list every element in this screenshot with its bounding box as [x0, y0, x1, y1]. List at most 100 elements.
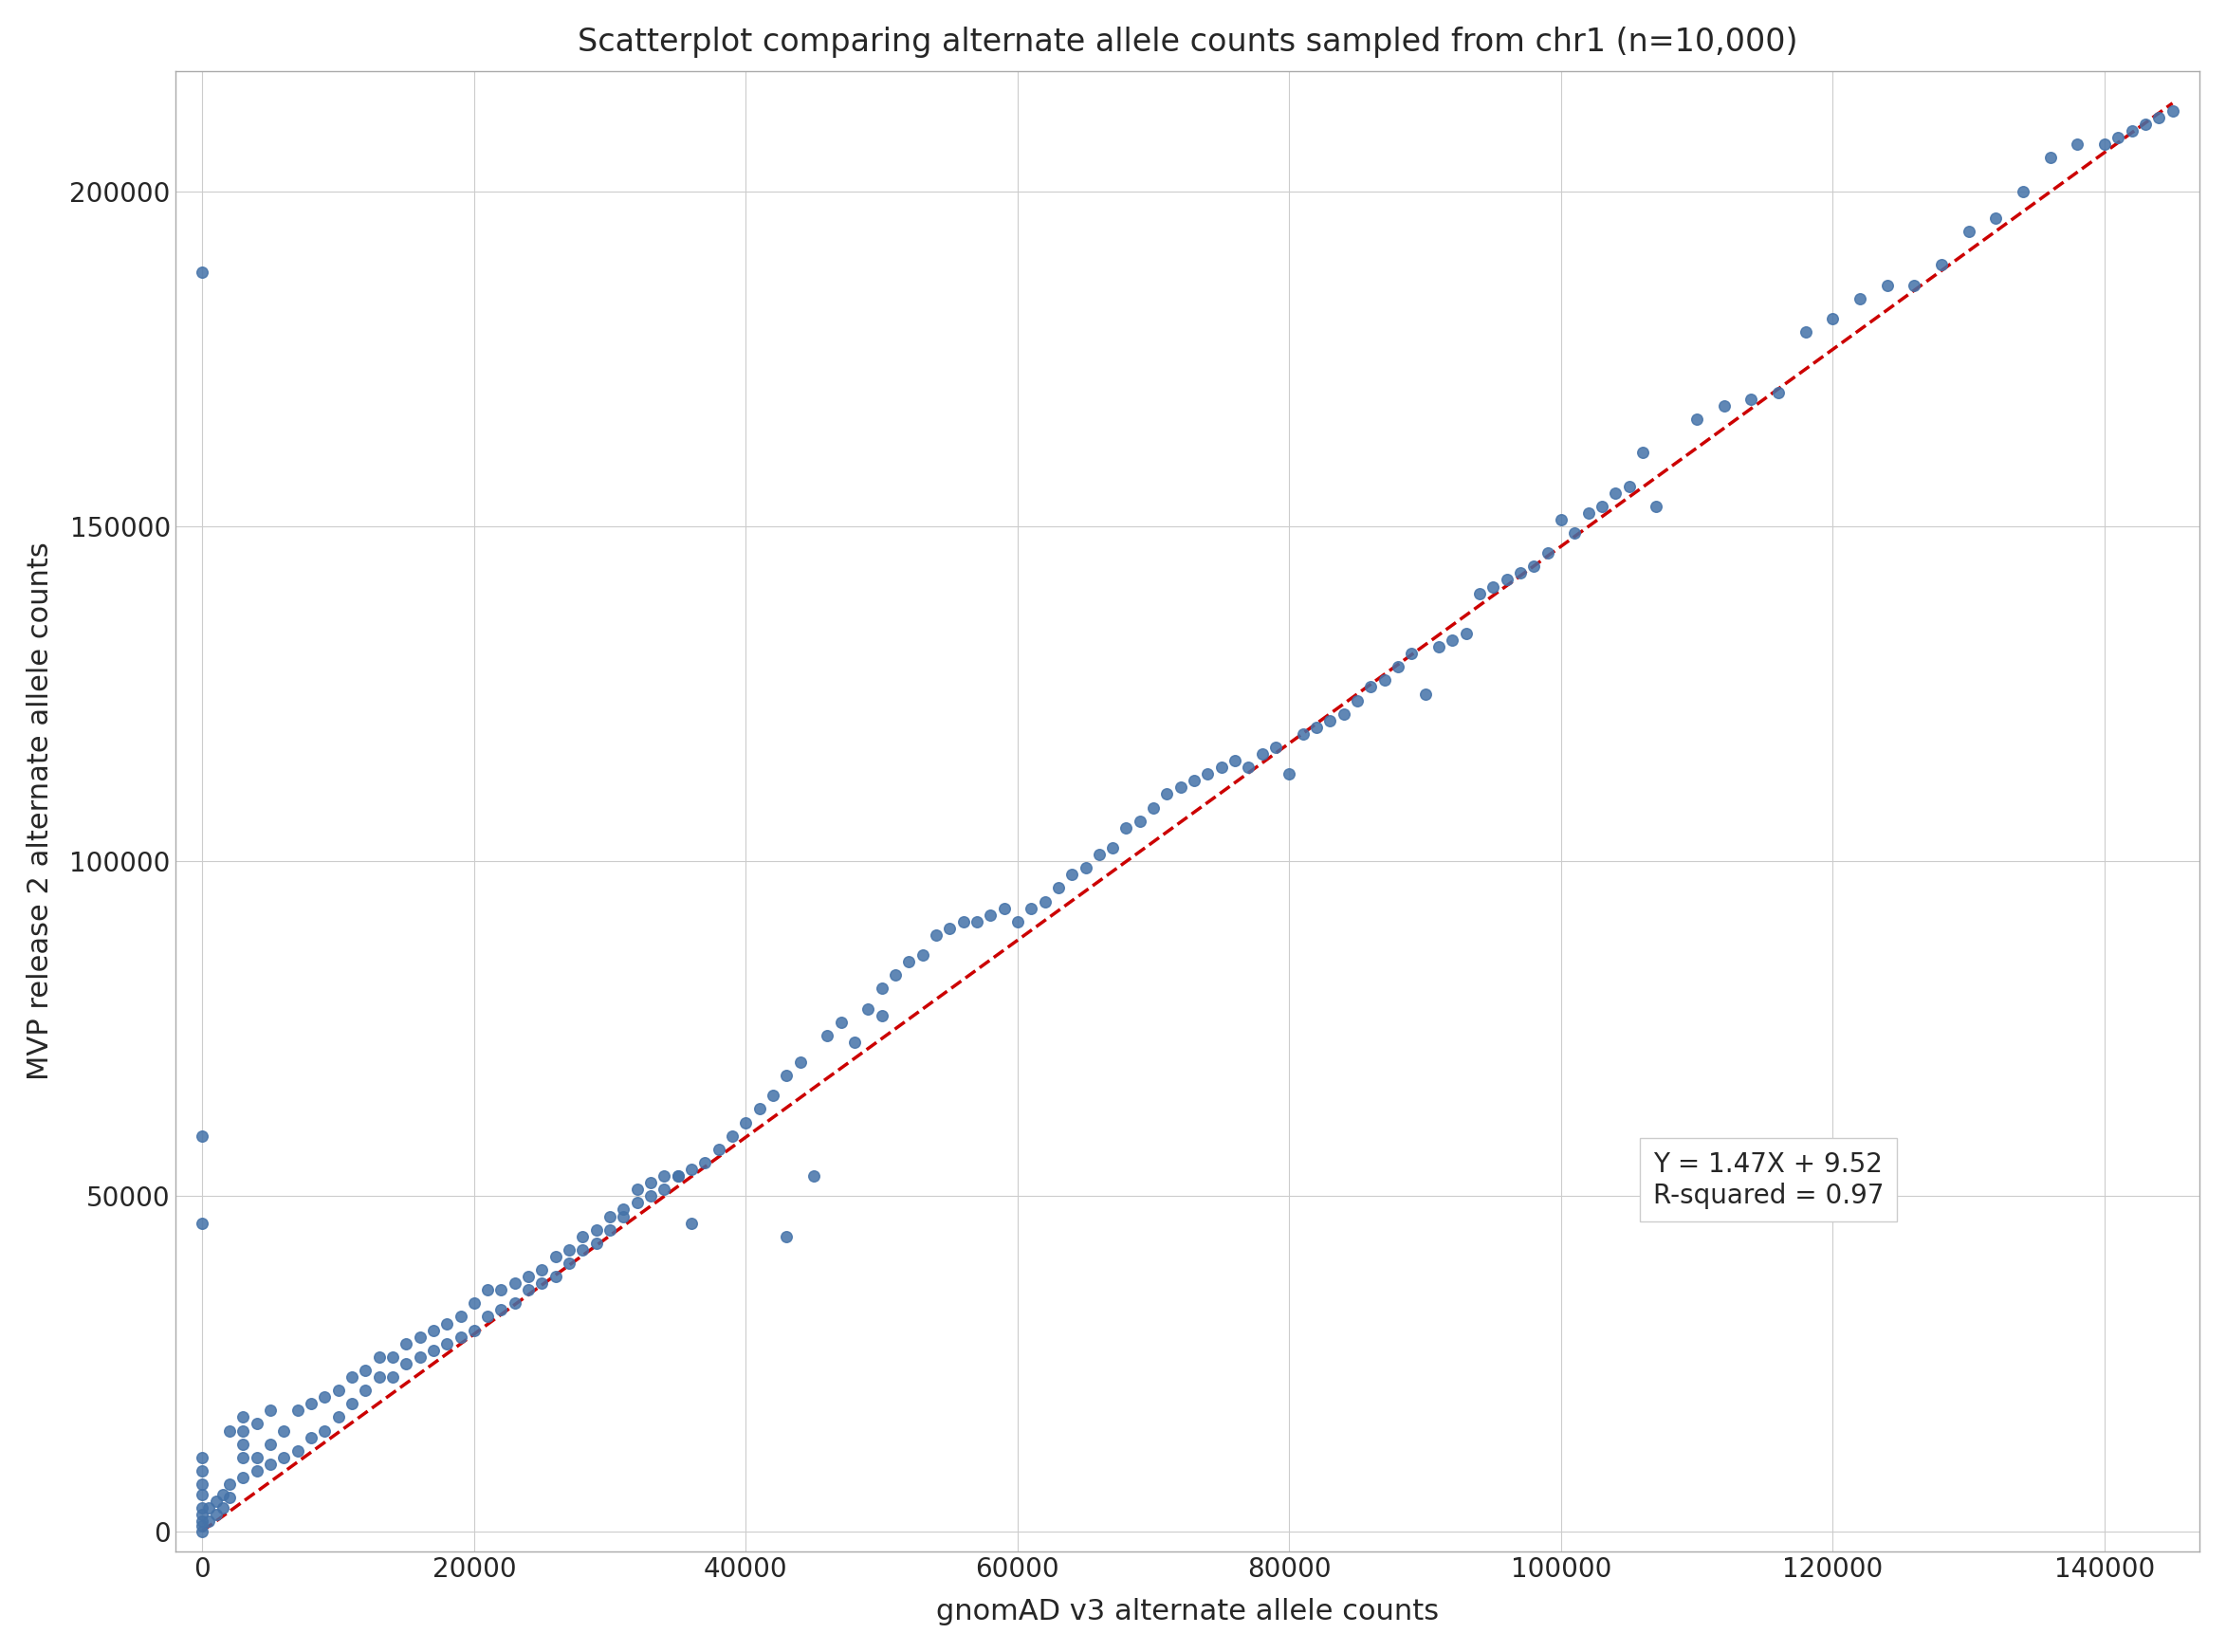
Point — [211, 1470, 247, 1497]
Point — [307, 1384, 343, 1411]
Point — [1476, 573, 1511, 600]
Point — [185, 1508, 220, 1535]
Point — [1055, 861, 1091, 887]
Point — [1298, 714, 1333, 740]
Point — [1175, 768, 1211, 795]
Point — [1313, 707, 1349, 733]
Point — [2059, 131, 2095, 157]
Point — [1040, 876, 1075, 902]
Point — [456, 1317, 492, 1343]
Y-axis label: MVP release 2 alternate allele counts: MVP release 2 alternate allele counts — [27, 542, 53, 1080]
Point — [2128, 111, 2164, 137]
Point — [1095, 834, 1131, 861]
Point — [946, 909, 982, 935]
Point — [403, 1343, 439, 1370]
Point — [238, 1444, 274, 1470]
Point — [443, 1323, 479, 1350]
Point — [252, 1398, 287, 1424]
Point — [496, 1270, 532, 1297]
Point — [1068, 854, 1104, 881]
Point — [919, 922, 955, 948]
Point — [1897, 273, 1932, 299]
Point — [2155, 97, 2190, 124]
Point — [904, 942, 939, 968]
Point — [430, 1310, 465, 1336]
Point — [632, 1183, 668, 1209]
Point — [1135, 795, 1171, 821]
Point — [403, 1323, 439, 1350]
Point — [211, 1485, 247, 1512]
Point — [185, 1123, 220, 1150]
Point — [824, 1009, 859, 1036]
Point — [416, 1336, 452, 1363]
Point — [768, 1222, 804, 1249]
Point — [661, 1163, 697, 1189]
Point — [2101, 124, 2137, 150]
Point — [674, 1156, 710, 1183]
Point — [321, 1378, 356, 1404]
Point — [632, 1170, 668, 1196]
Point — [1026, 889, 1062, 915]
Point — [185, 1457, 220, 1483]
Point — [1870, 273, 1905, 299]
Point — [334, 1365, 370, 1391]
Title: Scatterplot comparing alternate allele counts sampled from chr1 (n=10,000): Scatterplot comparing alternate allele c… — [577, 26, 1796, 58]
Point — [347, 1378, 383, 1404]
Text: Y = 1.47X + 9.52
R-squared = 0.97: Y = 1.47X + 9.52 R-squared = 0.97 — [1654, 1151, 1883, 1209]
Point — [470, 1277, 505, 1303]
Point — [185, 1470, 220, 1497]
Point — [1678, 406, 1714, 433]
Point — [890, 948, 926, 975]
Point — [864, 1003, 899, 1029]
Point — [1244, 740, 1280, 767]
Point — [1612, 472, 1647, 499]
X-axis label: gnomAD v3 alternate allele counts: gnomAD v3 alternate allele counts — [935, 1597, 1438, 1626]
Point — [619, 1176, 654, 1203]
Point — [1950, 218, 1986, 244]
Point — [1122, 808, 1158, 834]
Point — [267, 1444, 303, 1470]
Point — [1503, 560, 1538, 586]
Point — [1585, 492, 1621, 519]
Point — [959, 909, 995, 935]
Point — [592, 1216, 628, 1242]
Point — [443, 1303, 479, 1330]
Point — [999, 909, 1035, 935]
Point — [1149, 781, 1184, 808]
Point — [2086, 131, 2121, 157]
Point — [294, 1424, 329, 1450]
Point — [605, 1203, 641, 1229]
Point — [280, 1437, 316, 1464]
Point — [579, 1216, 614, 1242]
Point — [552, 1237, 588, 1264]
Point — [1109, 814, 1144, 841]
Point — [185, 1502, 220, 1528]
Point — [294, 1391, 329, 1417]
Point — [456, 1290, 492, 1317]
Point — [510, 1277, 545, 1303]
Point — [646, 1176, 681, 1203]
Point — [185, 1209, 220, 1236]
Point — [374, 1365, 410, 1391]
Point — [1598, 479, 1634, 506]
Point — [225, 1404, 260, 1431]
Point — [781, 1049, 817, 1075]
Point — [1814, 306, 1850, 332]
Point — [1162, 775, 1198, 801]
Point — [1543, 507, 1578, 534]
Point — [1761, 378, 1796, 405]
Point — [674, 1209, 710, 1236]
Point — [483, 1277, 519, 1303]
Point — [334, 1391, 370, 1417]
Point — [1353, 674, 1389, 700]
Point — [496, 1290, 532, 1317]
Point — [510, 1264, 545, 1290]
Point — [864, 975, 899, 1001]
Point — [1231, 755, 1267, 781]
Point — [191, 1508, 227, 1535]
Point — [741, 1095, 777, 1122]
Point — [797, 1163, 833, 1189]
Point — [688, 1150, 723, 1176]
Point — [416, 1317, 452, 1343]
Point — [1489, 567, 1525, 593]
